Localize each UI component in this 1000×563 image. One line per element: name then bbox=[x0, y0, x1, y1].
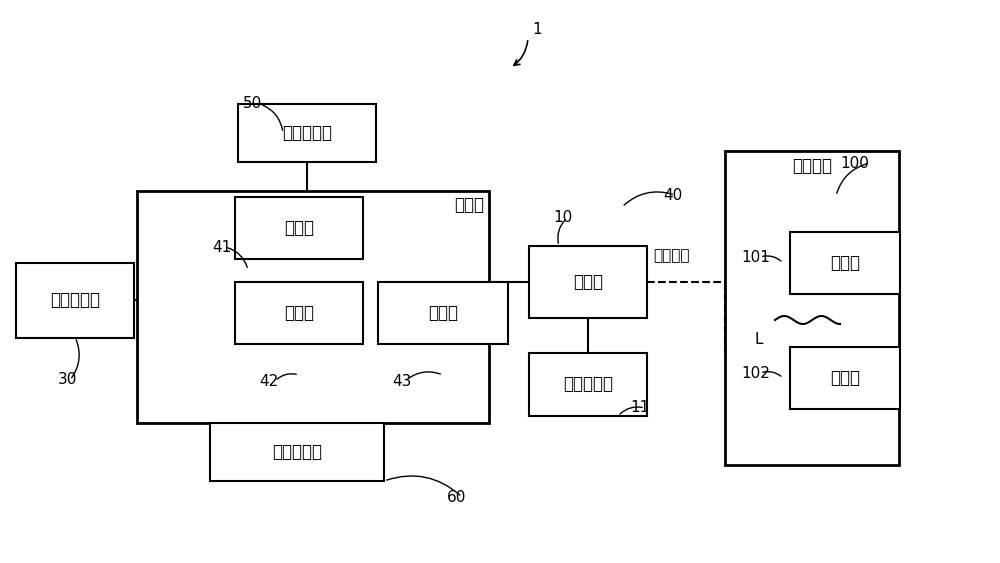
Text: 11: 11 bbox=[630, 400, 649, 415]
Text: 100: 100 bbox=[840, 155, 869, 171]
Text: 工作指示部: 工作指示部 bbox=[272, 443, 322, 461]
Text: 接收部: 接收部 bbox=[284, 304, 314, 322]
Text: 60: 60 bbox=[447, 489, 466, 504]
Text: 41: 41 bbox=[212, 239, 231, 254]
Text: 43: 43 bbox=[392, 373, 411, 388]
Bar bbox=[790, 347, 900, 409]
Bar bbox=[16, 262, 134, 337]
Bar bbox=[529, 246, 647, 318]
Bar bbox=[210, 423, 384, 481]
Text: 邻近耦合: 邻近耦合 bbox=[653, 248, 690, 263]
Text: 耦合部: 耦合部 bbox=[573, 273, 603, 291]
Bar bbox=[235, 197, 363, 259]
Text: 1: 1 bbox=[532, 23, 542, 38]
Text: 室外机: 室外机 bbox=[830, 254, 860, 272]
Text: 第二显示部: 第二显示部 bbox=[563, 375, 613, 393]
Bar bbox=[725, 151, 899, 465]
Bar bbox=[235, 282, 363, 344]
Bar bbox=[137, 191, 489, 423]
Text: 第一显示部: 第一显示部 bbox=[282, 124, 332, 142]
Text: 发送部: 发送部 bbox=[284, 219, 314, 237]
Text: 101: 101 bbox=[741, 249, 770, 265]
Text: 空调系统: 空调系统 bbox=[792, 157, 832, 175]
Text: 室内机: 室内机 bbox=[830, 369, 860, 387]
Bar bbox=[529, 352, 647, 415]
Text: 50: 50 bbox=[243, 96, 262, 111]
Text: L: L bbox=[754, 333, 763, 347]
Text: 102: 102 bbox=[741, 365, 770, 381]
Text: 控制部: 控制部 bbox=[428, 304, 458, 322]
Bar bbox=[378, 282, 508, 344]
Bar bbox=[238, 104, 376, 162]
Text: 40: 40 bbox=[663, 187, 682, 203]
Text: 42: 42 bbox=[259, 373, 278, 388]
Text: 通信部: 通信部 bbox=[454, 196, 484, 214]
Text: 30: 30 bbox=[58, 373, 77, 387]
Text: 10: 10 bbox=[553, 211, 572, 226]
Text: 数据保持部: 数据保持部 bbox=[50, 291, 100, 309]
Bar bbox=[790, 232, 900, 294]
